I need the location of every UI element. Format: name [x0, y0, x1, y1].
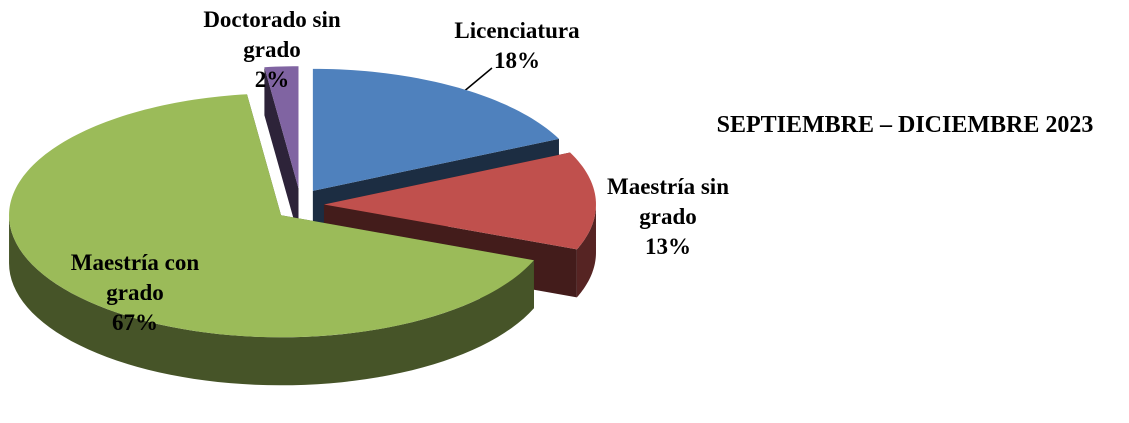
slice-label: Maestría con grado 67%: [60, 248, 210, 338]
category-label: Doctorado sin grado: [203, 7, 341, 62]
slice-top: [264, 66, 299, 189]
category-label: Maestría con grado: [70, 250, 200, 305]
slice-label: Maestría sin grado 13%: [588, 172, 748, 262]
category-label: Maestría sin grado: [606, 174, 729, 229]
pie-slice: [264, 66, 299, 237]
slice-side: [9, 215, 534, 386]
slice-label: Licenciatura 18%: [437, 16, 597, 76]
slice-top: [312, 68, 559, 191]
chart-title: SEPTIEMBRE – DICIEMBRE 2023: [716, 112, 1094, 138]
slice-top: [323, 152, 596, 250]
value-label: 13%: [645, 234, 691, 259]
slice-side: [576, 204, 596, 298]
slice-label: Doctorado sin grado 2%: [197, 5, 347, 95]
value-label: 2%: [254, 67, 290, 92]
value-label: 67%: [112, 310, 158, 335]
value-label: 18%: [494, 48, 540, 73]
pie-slice: [9, 94, 534, 386]
category-label: Licenciatura: [454, 18, 580, 43]
slice-cut-face: [264, 67, 299, 237]
slice-top: [9, 94, 534, 338]
